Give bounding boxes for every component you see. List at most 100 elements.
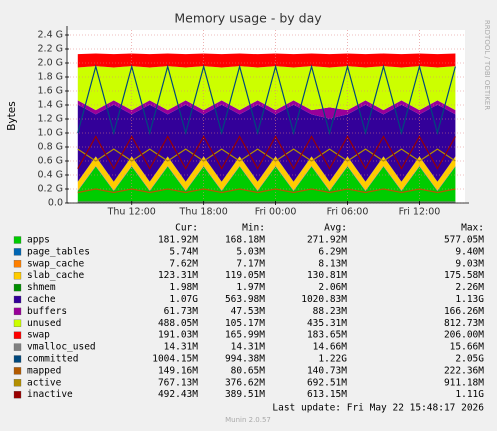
y-tick-label: 2.4 G (38, 30, 64, 41)
stat-value: 2.26M (455, 282, 484, 293)
legend-label: cache (27, 294, 56, 305)
stat-value: 5.03M (236, 246, 265, 257)
stat-value: 175.58M (444, 270, 484, 281)
stat-value: 130.81M (307, 270, 347, 281)
x-tick-label: Thu 12:00 (107, 207, 156, 218)
stat-value: 181.92M (158, 235, 198, 246)
stat-value: 492.43M (158, 389, 198, 400)
legend-label: shmem (27, 282, 56, 293)
stat-value: 563.98M (225, 294, 265, 305)
stat-value: 105.17M (225, 318, 265, 329)
legend-label: unused (27, 318, 61, 329)
stat-value: 140.73M (307, 365, 347, 376)
stat-value: 1020.83M (301, 294, 347, 305)
legend-swatch (13, 295, 22, 304)
legend-swatch (13, 355, 22, 363)
stat-value: 61.73M (164, 306, 199, 317)
y-tick-label: 1.6 G (38, 86, 64, 97)
stat-value: 435.31M (307, 318, 347, 329)
area (77, 156, 456, 191)
stat-value: 166.26M (444, 306, 484, 317)
stat-value: 1.11G (455, 389, 484, 400)
stat-value: 222.36M (444, 365, 484, 376)
y-tick-label: 2.0 G (38, 58, 64, 69)
stat-value: 1.98M (169, 282, 198, 293)
legend-label: slab_cache (27, 270, 84, 281)
footer: Munin 2.0.57 (225, 416, 271, 424)
legend-label: mapped (27, 365, 61, 376)
stat-value: 271.92M (307, 235, 347, 246)
stat-value: 488.05M (158, 318, 198, 329)
x-tick-label: Thu 18:00 (179, 207, 228, 218)
legend-label: committed (27, 354, 78, 365)
stat-value: 191.03M (158, 330, 198, 341)
y-tick-label: 1.8 G (38, 72, 64, 83)
y-tick-label: 0.2 G (38, 184, 64, 195)
legend-swatch (13, 307, 22, 316)
y-tick-label: 0.0 (48, 198, 63, 209)
stat-value: 14.66M (313, 342, 348, 353)
stat-value: 5.74M (169, 246, 198, 257)
stat-value: 1.07G (169, 294, 198, 305)
area (77, 156, 456, 182)
stat-value: 14.31M (231, 342, 266, 353)
y-tick-label: 1.2 G (38, 114, 64, 125)
area (77, 166, 456, 192)
stat-value: 165.99M (225, 330, 265, 341)
legend-swatch (13, 367, 22, 375)
stat-value: 692.51M (307, 377, 347, 388)
stat-value: 206.00M (444, 330, 484, 341)
stat-value: 9.40M (455, 246, 484, 257)
stat-value: 767.13M (158, 377, 198, 388)
stat-value: 183.65M (307, 330, 347, 341)
stat-value: 613.15M (307, 389, 347, 400)
legend-swatch (13, 236, 22, 244)
x-tick-label: Fri 06:00 (327, 207, 369, 218)
stat-value: 1.13G (455, 294, 484, 305)
y-tick-label: 2.2 G (38, 44, 64, 55)
legend-label: vmalloc_used (27, 342, 96, 353)
legend-swatch (13, 319, 22, 327)
legend-label: page_tables (27, 246, 90, 257)
stat-value: 389.51M (225, 389, 265, 400)
area (77, 165, 456, 191)
stat-value: 7.62M (169, 258, 198, 269)
stat-value: 7.17M (236, 258, 265, 269)
stat-value: 88.23M (313, 306, 348, 317)
stat-value: 1.22G (318, 354, 347, 365)
stat-header: Avg: (324, 223, 347, 234)
legend-label: apps (27, 235, 50, 246)
y-tick-label: 0.4 G (38, 170, 64, 181)
x-tick-label: Fri 12:00 (399, 207, 441, 218)
stat-value: 149.16M (158, 365, 198, 376)
stat-value: 911.18M (444, 377, 484, 388)
stat-value: 2.06M (318, 282, 347, 293)
stat-value: 2.05G (455, 354, 484, 365)
line (77, 64, 456, 136)
legend-label: swap (27, 330, 50, 341)
stat-value: 1004.15M (152, 354, 198, 365)
y-tick-label: 1.0 G (38, 128, 64, 139)
last-update: Last update: Fri May 22 15:48:17 2026 (272, 403, 484, 414)
stat-value: 80.65M (231, 365, 266, 376)
side-label: RRDTOOL / TOBI OETIKER (483, 20, 491, 110)
legend-swatch (13, 379, 22, 387)
legend-swatch (13, 343, 22, 351)
stat-value: 14.31M (164, 342, 199, 353)
area (77, 53, 456, 68)
y-tick-label: 0.8 G (38, 142, 64, 153)
stat-value: 15.66M (450, 342, 485, 353)
line (77, 135, 456, 170)
x-tick-label: Fri 00:00 (255, 207, 297, 218)
legend-label: buffers (27, 306, 67, 317)
y-tick-label: 0.6 G (38, 156, 64, 167)
stat-header: Max: (461, 223, 484, 234)
stat-value: 812.73M (444, 318, 484, 329)
y-tick-label: 1.4 G (38, 100, 64, 111)
line (77, 148, 456, 162)
legend-swatch (13, 272, 22, 280)
line (77, 188, 456, 194)
stat-value: 168.18M (225, 235, 265, 246)
stat-value: 577.05M (444, 235, 484, 246)
